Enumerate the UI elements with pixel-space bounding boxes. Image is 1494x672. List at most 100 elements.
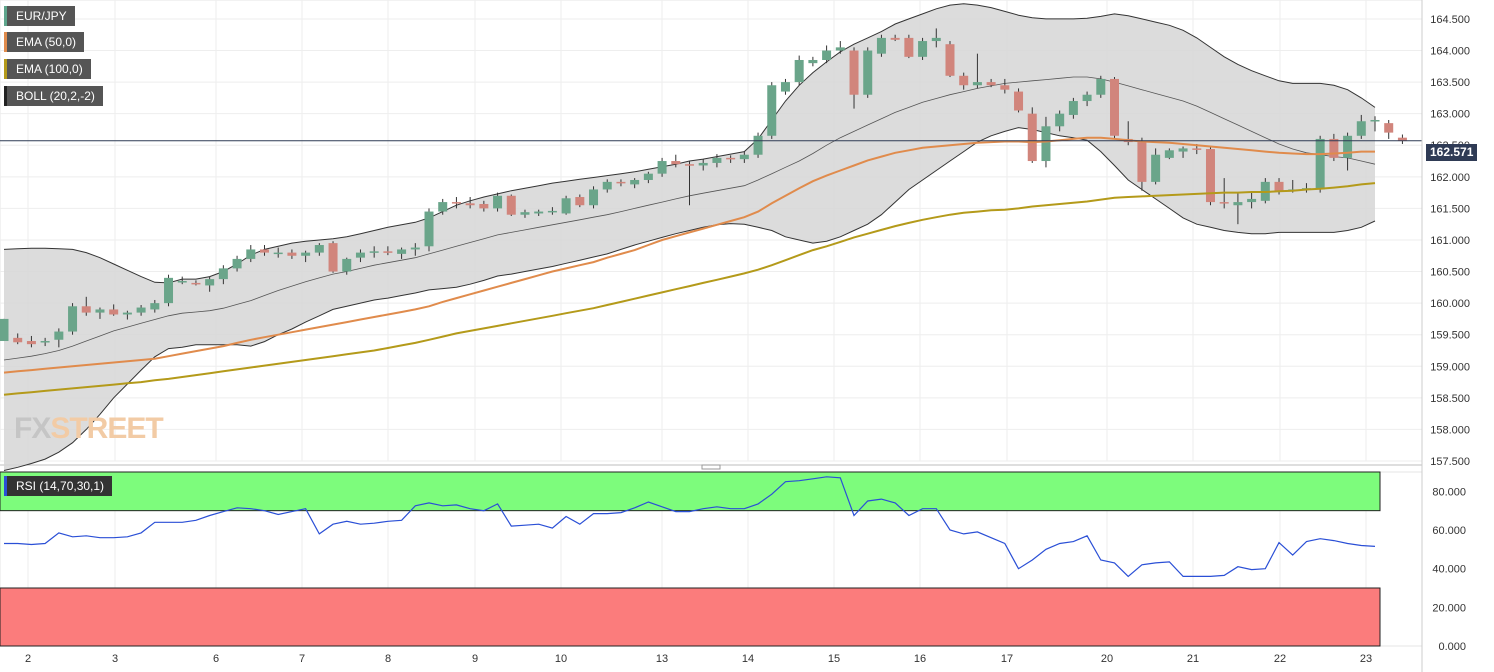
date-axis-tick-label: 20 (1101, 653, 1113, 665)
candle-body (616, 181, 626, 184)
rsi-axis-tick-label: 0.000 (1438, 641, 1466, 653)
candle-body (1247, 198, 1257, 203)
price-axis-tick-label: 162.000 (1430, 172, 1470, 184)
candle-body (986, 82, 996, 86)
candle-body (685, 164, 694, 166)
candle-body (383, 251, 393, 253)
candle-body (1315, 138, 1325, 190)
rsi-axis-tick-label: 20.000 (1432, 602, 1466, 614)
candle-body (1329, 138, 1339, 158)
candle-body (863, 50, 873, 95)
candle-body (1397, 137, 1407, 141)
divider-handle (701, 464, 721, 470)
candle-body (191, 282, 201, 285)
candle-body (13, 337, 23, 343)
candle-body (1233, 202, 1243, 206)
candle-body (273, 252, 283, 255)
rsi-line (4, 476, 1376, 578)
legend-rsi-swatch (4, 476, 7, 496)
candle-body (424, 211, 434, 247)
candle-body (369, 251, 379, 253)
candle-body (1343, 135, 1353, 158)
candle-body (1384, 123, 1394, 133)
candle-body (397, 249, 407, 254)
rsi-overbought-zone (0, 471, 1381, 512)
candle-body (109, 309, 119, 315)
legend-ema100-swatch (4, 59, 7, 79)
candle-body (68, 306, 78, 332)
date-axis-tick-label: 10 (555, 653, 567, 665)
candle-body (150, 303, 160, 310)
candle-body (232, 258, 242, 269)
candle-body (547, 210, 557, 213)
date-axis-tick-label: 2 (25, 653, 31, 665)
candle-body (726, 157, 736, 160)
candle-body (1164, 150, 1174, 158)
candle-body (493, 195, 503, 209)
candle-body (164, 277, 174, 304)
candle-body (136, 307, 146, 313)
candle-body (81, 306, 91, 313)
price-axis-tick-label: 163.500 (1430, 77, 1470, 89)
indicator-lines (0, 136, 1422, 396)
candle-body (355, 252, 365, 258)
rsi-panel (0, 471, 1423, 647)
price-axis-tick-label: 158.000 (1430, 424, 1470, 436)
candle-body (671, 161, 681, 165)
ema50-line (3, 136, 1375, 374)
legend-ema50-label: EMA (50,0) (16, 35, 77, 49)
candle-body (1274, 181, 1284, 191)
candle-body (1027, 113, 1037, 162)
candle-body (575, 197, 585, 206)
candle-body (410, 247, 420, 250)
candle-body (246, 249, 256, 259)
rsi-indicator (4, 476, 1376, 578)
candle-body (26, 341, 36, 345)
legend-ema100[interactable]: EMA (100,0) (4, 59, 91, 79)
price-axis-tick-label: 157.500 (1430, 456, 1470, 468)
candle-body (534, 211, 544, 214)
candle-body (1356, 121, 1366, 136)
rsi-axis-tick-label: 60.000 (1432, 525, 1466, 537)
legend-boll-label: BOLL (20,2,-2) (16, 89, 95, 103)
candle-body (561, 198, 571, 214)
price-axis-tick-label: 159.000 (1430, 361, 1470, 373)
watermark-part1: FX (14, 412, 51, 445)
candle-body (904, 37, 914, 57)
candle-body (739, 154, 749, 160)
fxstreet-watermark: FXSTREET (14, 412, 164, 446)
candle-body (479, 203, 489, 209)
candle-body (1041, 126, 1051, 162)
bollinger-upper-line (3, 3, 1376, 284)
candle-body (342, 258, 352, 272)
candle-body (314, 245, 324, 253)
candle-body (328, 243, 338, 272)
candle-body (40, 341, 50, 343)
legend-rsi[interactable]: RSI (14,70,30,1) (4, 476, 113, 496)
candle-body (1068, 101, 1078, 115)
price-axis-tick-label: 161.000 (1430, 235, 1470, 247)
date-axis-tick-label: 15 (828, 653, 840, 665)
candle-body (506, 195, 516, 215)
legend-symbol-label: EUR/JPY (16, 9, 67, 23)
date-axis-tick-label: 17 (1001, 653, 1013, 665)
legend-rsi-label: RSI (14,70,30,1) (16, 479, 105, 493)
candle-body (657, 161, 667, 174)
candle-body (972, 82, 982, 86)
candle-body (835, 47, 845, 51)
candle-body (794, 59, 804, 83)
legend-boll[interactable]: BOLL (20,2,-2) (4, 86, 103, 106)
candle-body (822, 50, 832, 60)
candle-body (643, 173, 653, 180)
candle-body (259, 249, 269, 253)
candle-body (712, 157, 722, 163)
price-axis-tick-label: 160.000 (1430, 298, 1470, 310)
candle-body (876, 37, 886, 54)
legend-symbol[interactable]: EUR/JPY (4, 6, 75, 26)
legend-ema50[interactable]: EMA (50,0) (4, 32, 85, 52)
date-axis-tick-label: 14 (742, 653, 754, 665)
date-axis-tick-label: 9 (472, 653, 478, 665)
date-axis-tick-label: 13 (656, 653, 668, 665)
candle-body (205, 279, 215, 286)
candle-body (780, 82, 790, 92)
